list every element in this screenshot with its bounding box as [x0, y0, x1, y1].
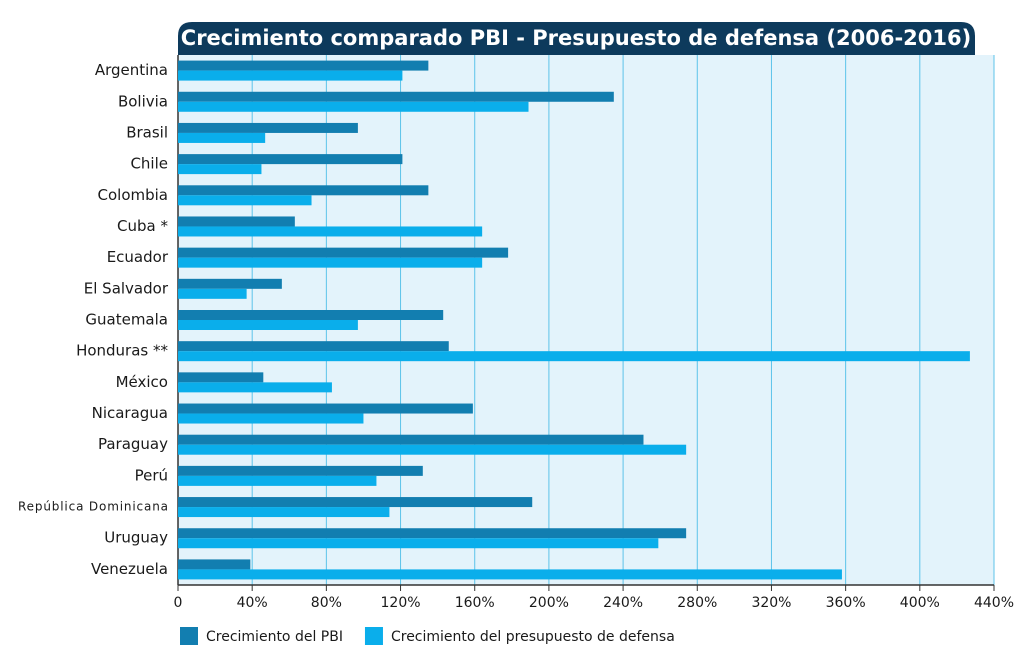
x-tick-label: 360% — [826, 595, 866, 611]
y-tick-label: República Dominicana — [18, 500, 168, 514]
bar — [178, 257, 483, 268]
bar — [178, 382, 332, 393]
y-tick-label: Honduras ** — [76, 342, 168, 360]
y-tick-label: Perú — [135, 466, 168, 484]
bar — [178, 372, 264, 383]
legend-swatch — [180, 627, 198, 645]
bar — [178, 507, 390, 518]
bar — [178, 559, 251, 570]
bar — [178, 154, 403, 165]
x-tick-label: 240% — [603, 595, 643, 611]
bar — [178, 528, 687, 539]
bar — [178, 216, 295, 227]
title-tab — [178, 22, 975, 55]
bar — [178, 278, 282, 289]
bar — [178, 434, 644, 445]
bar — [178, 538, 659, 549]
bar — [178, 247, 509, 258]
y-tick-label: Cuba * — [117, 217, 168, 235]
bar — [178, 132, 266, 143]
y-tick-label: México — [116, 373, 168, 391]
bar — [178, 122, 358, 133]
x-tick-label: 280% — [677, 595, 717, 611]
bar — [178, 351, 970, 362]
bar — [178, 288, 247, 299]
bar — [178, 310, 444, 320]
legend-swatch — [364, 627, 383, 645]
y-tick-label: Nicaragua — [92, 404, 168, 422]
bar — [178, 320, 358, 330]
bar — [178, 195, 312, 206]
bar — [178, 226, 483, 237]
y-tick-label: Bolivia — [118, 92, 168, 110]
y-tick-label: Paraguay — [98, 435, 168, 453]
x-tick-label: 440% — [974, 595, 1014, 611]
y-tick-label: Brasil — [126, 123, 168, 141]
bar — [178, 413, 364, 424]
bar — [178, 91, 614, 102]
y-tick-label: Colombia — [98, 186, 169, 204]
x-tick-label: 320% — [751, 595, 791, 611]
bar — [178, 164, 262, 175]
x-tick-label: 200% — [529, 595, 569, 611]
y-tick-label: Ecuador — [107, 248, 169, 266]
x-tick-label: 120% — [381, 595, 421, 611]
legend-label: Crecimiento del presupuesto de defensa — [391, 629, 675, 645]
bar — [178, 444, 687, 455]
x-tick-label: 400% — [900, 595, 940, 611]
y-tick-label: Uruguay — [104, 529, 168, 547]
bar — [178, 465, 423, 476]
bar — [178, 341, 449, 352]
bar — [178, 403, 473, 414]
chart-title: Crecimiento comparado PBI - Presupuesto … — [181, 26, 971, 50]
x-tick-label: 0 — [174, 595, 183, 611]
bar — [178, 101, 529, 112]
x-tick-label: 160% — [455, 595, 495, 611]
y-tick-label: El Salvador — [84, 279, 169, 297]
bar — [178, 70, 403, 81]
y-tick-label: Argentina — [95, 61, 168, 79]
bar — [178, 497, 533, 508]
x-tick-label: 80% — [311, 595, 342, 611]
bar — [178, 475, 377, 486]
x-tick-label: 40% — [237, 595, 268, 611]
legend-label: Crecimiento del PBI — [206, 629, 343, 645]
y-tick-label: Chile — [130, 155, 168, 173]
y-tick-label: Venezuela — [91, 560, 168, 578]
bar — [178, 569, 842, 580]
bar — [178, 185, 429, 196]
bar — [178, 60, 429, 71]
y-tick-label: Guatemala — [85, 311, 168, 329]
